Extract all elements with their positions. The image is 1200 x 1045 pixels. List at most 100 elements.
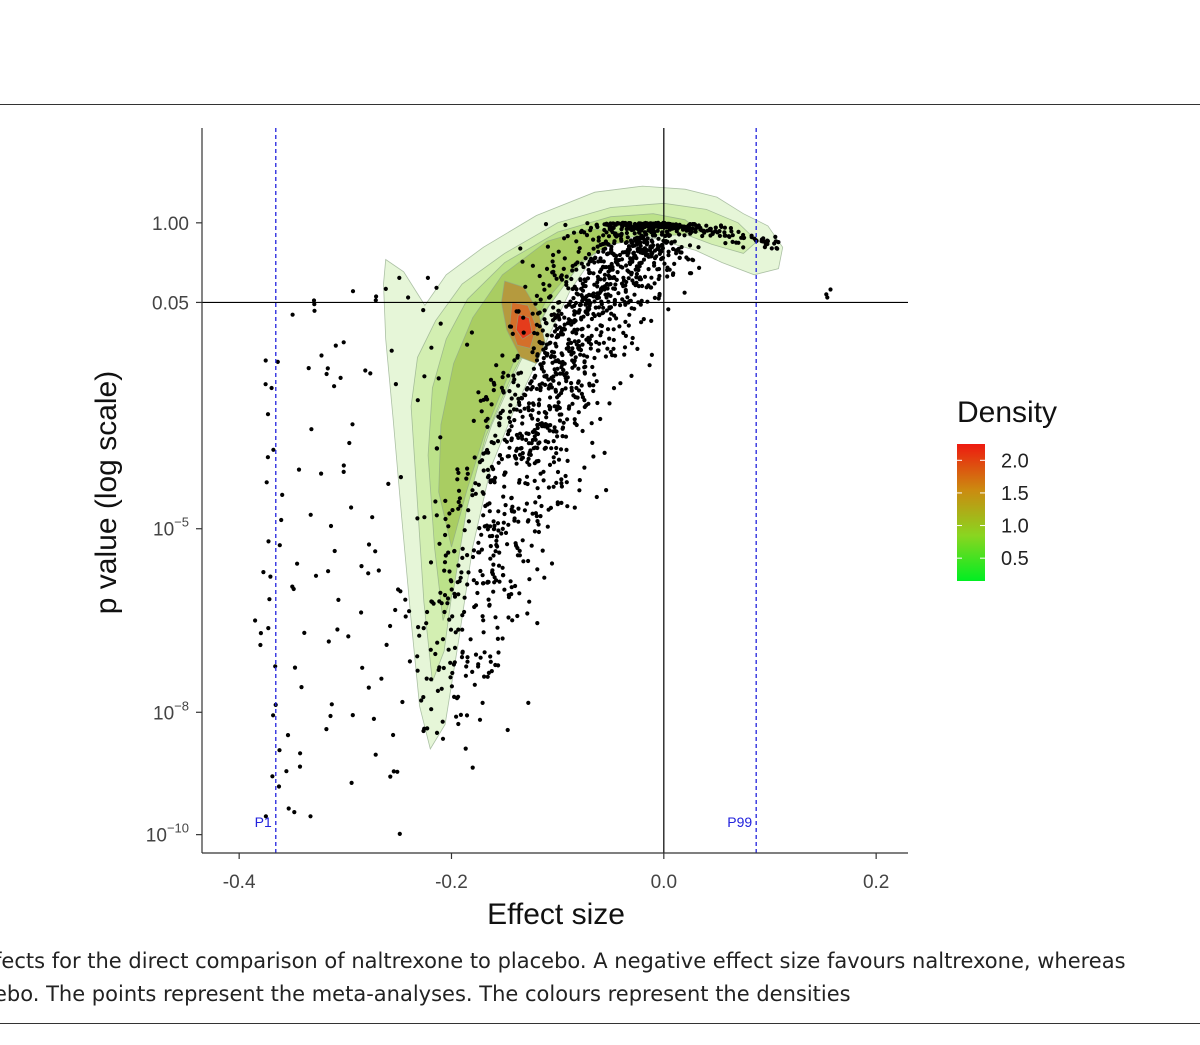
data-point [466,519,471,524]
data-point [485,416,490,421]
data-point [497,421,502,426]
data-point [458,712,463,718]
data-point [553,429,558,434]
data-point [403,614,408,619]
data-point [442,560,448,565]
data-point [533,373,538,378]
data-point [415,516,420,521]
data-point [560,371,565,376]
data-point [456,592,461,597]
data-point [586,262,591,267]
data-point [507,389,512,394]
data-point [485,424,490,429]
data-point [460,627,465,632]
data-point [560,387,565,393]
data-point [556,308,561,313]
data-point [530,350,535,355]
data-point [510,618,515,623]
data-point [535,486,540,491]
data-point [582,371,588,376]
data-point [265,412,271,417]
data-point [463,746,468,751]
data-point [486,670,491,676]
data-point [574,422,579,428]
data-point [625,247,631,252]
data-point [536,410,541,415]
data-point [497,550,502,555]
data-point [295,561,300,566]
plot-area [253,185,833,837]
data-point [573,355,578,360]
data-point [324,371,329,377]
data-point [509,436,514,441]
data-point [297,764,303,769]
data-point [634,225,639,230]
data-point [496,460,501,465]
data-point [482,674,487,679]
data-point [684,255,689,260]
data-point [722,233,727,238]
data-point [626,276,631,281]
data-point [574,385,579,391]
data-point [299,685,304,690]
data-point [384,642,389,648]
data-point [395,769,400,774]
data-point [434,513,439,518]
data-point [422,374,427,379]
data-point [640,283,645,289]
data-point [446,550,451,555]
data-point [646,228,651,233]
caption-line-2: ebo. The points represent the meta-analy… [0,982,851,1006]
data-point [499,457,504,462]
data-point [734,240,739,245]
data-point [506,522,511,527]
data-point [592,355,597,361]
data-point [552,404,557,409]
data-point [516,506,521,511]
data-point [636,267,641,273]
y-tick-label: 10−8 [153,698,189,724]
data-point [447,569,452,574]
data-point [612,239,617,244]
data-point [655,243,660,248]
data-point [326,569,331,574]
data-point [496,563,502,568]
data-point [573,318,578,323]
data-point [677,222,682,227]
data-point [591,311,596,317]
data-point [579,293,584,298]
data-point [486,597,491,602]
data-point [655,228,660,233]
data-point [312,308,317,313]
data-point [505,454,510,459]
legend-title: Density [957,396,1058,429]
data-point [520,451,525,456]
data-point [642,274,648,279]
data-point [635,346,640,351]
data-point [500,353,505,358]
data-point [477,526,482,531]
data-point [578,277,583,282]
data-point [496,528,501,533]
data-point [540,381,545,386]
data-point [596,249,601,254]
data-point [464,476,469,481]
data-point [499,385,504,390]
data-point [555,313,560,318]
data-point [349,505,354,510]
data-point [591,454,596,459]
data-point [571,360,576,365]
x-axis-title: Effect size [487,898,625,931]
data-point [603,354,609,359]
data-point [511,407,517,412]
data-point [553,323,558,328]
data-point [267,597,272,602]
data-point [325,366,330,371]
data-point [459,570,464,575]
data-point [482,650,487,655]
data-point [363,368,368,373]
data-point [717,233,723,238]
data-point [488,478,493,483]
data-point [729,229,734,234]
data-point [485,502,490,507]
